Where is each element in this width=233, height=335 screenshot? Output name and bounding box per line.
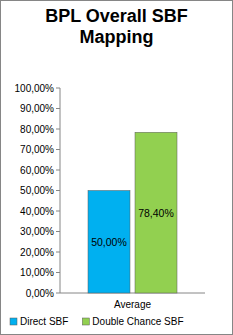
y-tick [56,129,60,130]
data-label: 50,00% [91,236,127,248]
y-tick [56,170,60,171]
legend-label: Double Chance SBF [92,316,183,327]
y-tick [56,211,60,212]
y-tick-label: 80,00% [20,124,54,135]
y-tick-label: 10,00% [20,267,54,278]
y-tick-label: 90,00% [20,103,54,114]
y-tick-label: 0,00% [26,288,54,299]
y-tick-label: 70,00% [20,144,54,155]
legend-swatch [82,318,89,325]
y-tick [56,293,60,294]
legend-swatch [10,318,17,325]
x-tick-label: Average [114,299,152,310]
y-tick [56,231,60,232]
bar [88,191,130,294]
y-tick [56,272,60,273]
legend-label: Direct SBF [20,316,68,327]
data-label: 78,40% [138,207,174,219]
y-tick-label: 100,00% [15,83,55,94]
y-tick [56,252,60,253]
y-tick-label: 50,00% [20,185,54,196]
y-tick-label: 60,00% [20,165,54,176]
y-tick-label: 20,00% [20,247,54,258]
y-tick [56,190,60,191]
chart-title: BPL Overall SBF Mapping [40,6,193,48]
y-tick [56,88,60,89]
y-tick [56,149,60,150]
chart-svg: 0,00% 10,00% 20,00% 30,00% 40,00% 50,00% 60,00… [0,0,233,335]
y-tick-label: 40,00% [20,206,54,217]
y-tick-label: 30,00% [20,226,54,237]
bar [135,132,177,293]
y-tick [56,108,60,109]
x-axis-line [60,293,205,294]
